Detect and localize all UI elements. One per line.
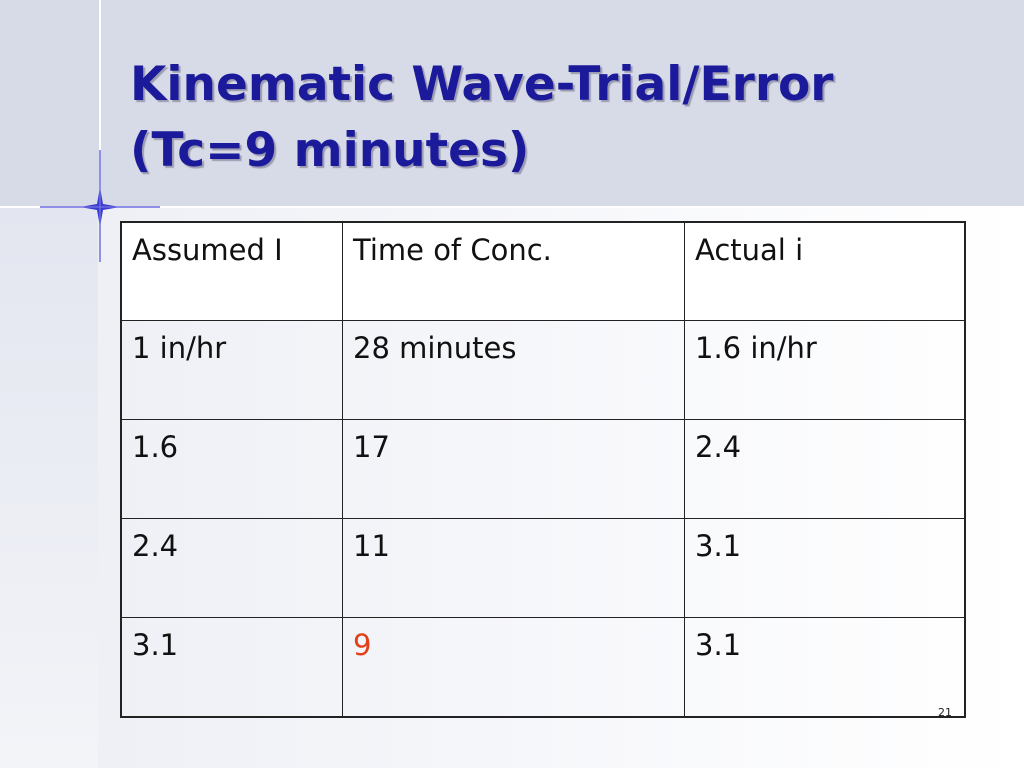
table-cell: 3.1 xyxy=(684,517,966,618)
table-cell: 1.6 in/hr xyxy=(684,320,966,420)
table-row: 1.6 17 2.4 xyxy=(120,418,966,519)
table-row: 1 in/hr 28 minutes 1.6 in/hr xyxy=(120,320,966,420)
table-row: 2.4 11 3.1 xyxy=(120,517,966,618)
table-row: 3.1 9 3.1 xyxy=(120,616,966,718)
table-cell: 1 in/hr xyxy=(120,320,343,420)
table-cell: 2.4 xyxy=(684,418,966,519)
table-cell: 9 xyxy=(342,616,685,718)
table-cell: 17 xyxy=(342,418,685,519)
header-cell: Actual i xyxy=(684,221,966,321)
table-cell: 28 minutes xyxy=(342,320,685,420)
table-cell: 3.1 xyxy=(120,616,343,718)
side-strip xyxy=(0,207,98,768)
data-table: Assumed I Time of Conc. Actual i 1 in/hr 28… xyxy=(120,221,966,718)
slide-title: Kinematic Wave-Trial/Error (Tc=9 minutes… xyxy=(130,57,834,178)
header-cell: Time of Conc. xyxy=(342,221,685,321)
page-number: 21 xyxy=(938,706,952,719)
header-band xyxy=(0,0,1024,207)
table-cell: 11 xyxy=(342,517,685,618)
table-cell: 2.4 xyxy=(120,517,343,618)
table-cell: 3.1 xyxy=(684,616,966,718)
header-row: Assumed I Time of Conc. Actual i xyxy=(120,221,966,321)
header-cell: Assumed I xyxy=(120,221,343,321)
table-cell: 1.6 xyxy=(120,418,343,519)
